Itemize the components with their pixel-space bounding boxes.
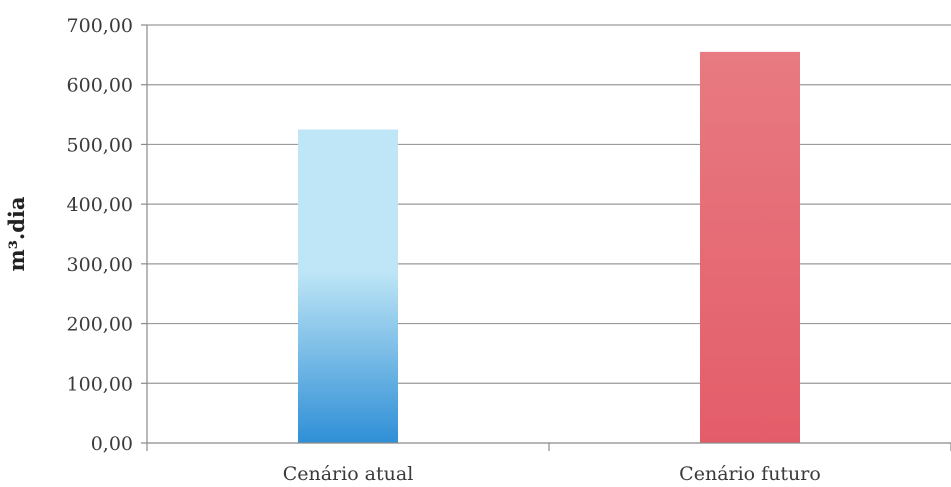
y-tick-label: 600,00 xyxy=(67,75,133,97)
bars xyxy=(298,51,800,443)
y-tick-label: 100,00 xyxy=(67,373,133,395)
y-axis-title: m³.dia xyxy=(4,196,29,271)
y-tick-label: 200,00 xyxy=(67,314,133,336)
y-tick-label: 400,00 xyxy=(67,194,133,216)
gridlines xyxy=(141,24,951,444)
x-category-label: Cenário atual xyxy=(283,463,414,485)
y-tick-label: 700,00 xyxy=(67,15,133,37)
x-category-label: Cenário futuro xyxy=(679,463,821,485)
y-tick-label: 500,00 xyxy=(67,134,133,156)
bar xyxy=(700,51,800,443)
y-tick-labels: 0,00 100,00 200,00 300,00 400,00 500,00 600,00… xyxy=(67,15,133,455)
axes xyxy=(146,25,951,451)
y-tick-label: 300,00 xyxy=(67,254,133,276)
bar xyxy=(298,129,398,443)
x-category-labels: Cenário atual Cenário futuro xyxy=(283,463,821,485)
y-tick-label: 0,00 xyxy=(91,433,133,455)
